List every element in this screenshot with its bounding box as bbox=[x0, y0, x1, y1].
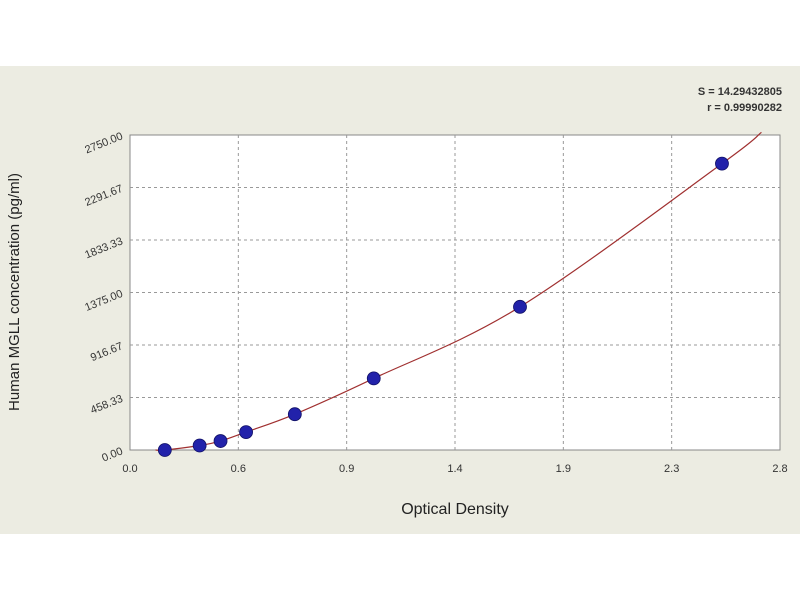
x-tick-label: 2.8 bbox=[772, 463, 787, 475]
y-tick-label: 1833.33 bbox=[83, 235, 124, 261]
x-tick-labels: 0.0 0.6 0.9 1.4 1.9 2.3 2.8 bbox=[122, 463, 787, 475]
data-point bbox=[366, 371, 381, 386]
stats-r-value: r = 0.99990282 bbox=[707, 102, 782, 114]
x-axis-title: Optical Density bbox=[401, 501, 509, 518]
data-point bbox=[239, 425, 253, 440]
x-tick-label: 2.3 bbox=[664, 463, 679, 475]
stats-s-value: S = 14.29432805 bbox=[698, 86, 782, 98]
data-point bbox=[287, 407, 302, 422]
data-point bbox=[213, 434, 228, 448]
x-tick-label: 0.6 bbox=[231, 463, 246, 475]
x-tick-label: 1.9 bbox=[556, 463, 571, 475]
y-tick-labels: 0.00 458.33 916.67 1375.00 1833.33 2291.67 275… bbox=[83, 130, 124, 464]
y-tick-label: 1375.00 bbox=[83, 288, 124, 314]
grid-lines bbox=[130, 135, 780, 450]
data-point bbox=[192, 438, 207, 453]
y-axis-title: Human MGLL concentration (pg/ml) bbox=[6, 173, 23, 411]
y-tick-label: 916.67 bbox=[89, 340, 125, 364]
x-tick-label: 0.0 bbox=[122, 463, 137, 475]
data-point bbox=[513, 299, 527, 314]
y-tick-label: 2750.00 bbox=[83, 130, 124, 156]
data-point bbox=[715, 156, 729, 171]
x-tick-label: 0.9 bbox=[339, 463, 354, 475]
x-tick-label: 1.4 bbox=[447, 463, 462, 475]
y-tick-label: 2291.67 bbox=[83, 183, 124, 209]
y-tick-label: 0.00 bbox=[100, 445, 124, 464]
data-points bbox=[157, 156, 729, 457]
y-tick-label: 458.33 bbox=[89, 393, 125, 417]
data-point bbox=[157, 443, 172, 457]
